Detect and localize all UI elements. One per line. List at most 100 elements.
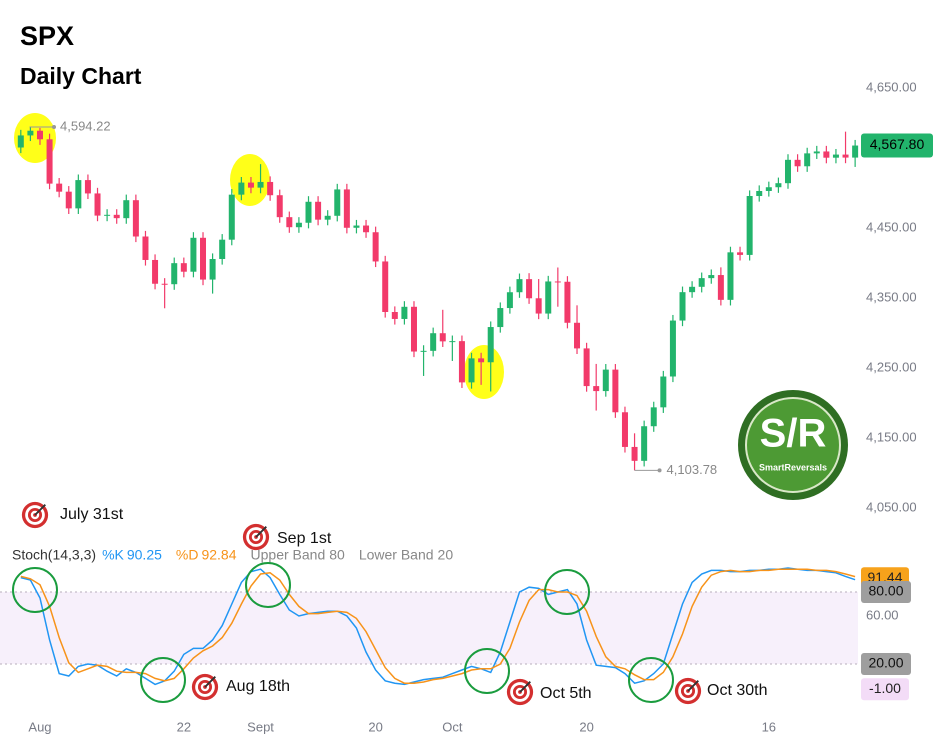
band-box [861,653,911,675]
candle-body [478,358,485,363]
candle-body [267,181,274,196]
candle-body [65,191,72,209]
candle-body [727,252,734,300]
band-box-label: 80.00 [868,583,903,599]
candle-body [689,286,696,293]
candle-body [286,217,293,228]
candle-body [180,263,187,272]
annotation: Sep 1st [277,530,332,547]
high-label: 4,594.22 [60,118,111,133]
candle-body [104,214,111,216]
target-icon [673,676,703,706]
candle-body [84,180,91,194]
x-tick-label: 22 [177,719,191,734]
y-tick-label: 4,150.00 [866,429,917,444]
band-fill [0,592,858,664]
x-tick-label: Sept [247,719,274,734]
candle-body [497,308,504,328]
candle-body [391,312,398,319]
y-tick-label: 4,650.00 [866,79,917,94]
target-icon [505,677,535,707]
legend-title: Stoch(14,3,3) [12,547,96,563]
legend-name: %D [176,547,199,563]
annotation: Oct 5th [540,685,592,702]
y-tick-label: 4,350.00 [866,289,917,304]
low-label: 4,103.78 [667,462,718,477]
value-box-label: -1.00 [869,680,901,696]
candle-body [439,333,446,342]
chart-subtitle: Daily Chart [20,63,142,89]
x-tick-label: Oct [442,719,463,734]
candle-body [94,193,101,216]
value-box-label: 91.44 [867,569,902,585]
candle-body [152,259,159,284]
candle-body [410,306,417,352]
logo: S/R SmartReversals [738,390,848,500]
candle-body [123,200,130,219]
x-tick-label: 20 [579,719,593,734]
annotation: Oct 30th [707,682,767,699]
candle-body [564,281,571,323]
x-tick-label: Aug [28,719,51,734]
candle-body [516,279,523,293]
candle-body [458,341,465,383]
oscillator-highlight [628,657,674,703]
annotation: July 31st [60,506,124,523]
low-dot [657,468,662,473]
candle-body [641,426,648,461]
candle-body [305,201,312,223]
candle-body [813,151,820,154]
legend-value: 92.84 [201,547,236,563]
candle-body [75,180,82,209]
candle-body [535,298,542,314]
oscillator-highlight [140,657,186,703]
high-dot [52,125,56,130]
candle-body [717,275,724,300]
candle-body [679,292,686,321]
candle-body [468,358,475,383]
target-icon [190,672,220,702]
candle-body [343,189,350,228]
band-box-label: 20.00 [868,655,903,671]
legend-band-name: Upper Band [251,547,326,563]
candle-body [142,236,149,260]
candle-body [526,279,533,299]
chart-title: SPX [20,21,74,51]
last-price-label: 4,567.80 [870,136,925,152]
oscillator-highlight [12,567,58,613]
candle-body [746,196,753,255]
candle-body [372,232,379,262]
oscillator-highlight [544,569,590,615]
candle-body [621,412,628,447]
legend-band-name: Lower Band [359,547,434,563]
candle-body [708,275,715,279]
highlight [230,154,270,206]
value-box [861,678,909,701]
y-tick-label: 4,050.00 [866,499,917,514]
band-box [861,581,911,603]
candle-body [554,281,561,283]
candle-body [132,200,139,237]
candle-body [593,386,600,392]
candle-body [785,159,791,184]
target-icon [20,500,50,530]
x-tick-label: 16 [762,719,776,734]
candle-body [765,187,772,191]
logo-subtitle: SmartReversals [759,462,827,472]
candle-body [842,154,849,158]
candle-body [804,153,811,167]
logo-disc [745,397,841,493]
candle-body [852,145,859,158]
candle-body [756,190,763,197]
oscillator-highlight [245,562,291,608]
candle-body [660,376,667,408]
candle-body [209,259,216,280]
candle-body [56,183,63,192]
candle-body [113,214,120,219]
candle-body [190,237,197,272]
candle-body [506,292,513,309]
logo-text: S/R [760,412,827,456]
highlight [14,113,56,163]
candle-body [775,183,782,188]
